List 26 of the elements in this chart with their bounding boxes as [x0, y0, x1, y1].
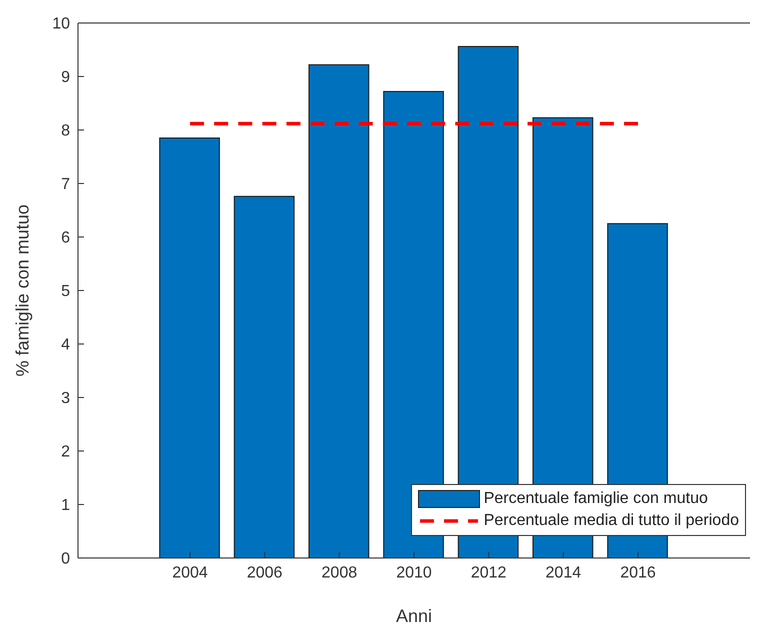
bar	[234, 196, 295, 558]
y-tick-label: 0	[61, 550, 70, 568]
y-tick-label: 5	[61, 283, 70, 300]
x-axis-title: Anni	[396, 606, 432, 626]
y-tick-label: 9	[61, 69, 70, 86]
y-axis-title: % famiglie con mutuo	[12, 204, 32, 377]
y-tick-label: 6	[61, 230, 70, 247]
x-tick-label: 2014	[546, 564, 582, 582]
y-tick-label: 7	[61, 176, 70, 194]
x-tick-label: 2004	[172, 564, 208, 582]
y-tick-label: 8	[61, 122, 70, 140]
x-tick-label: 2010	[396, 564, 432, 582]
bar	[383, 90, 444, 558]
x-tick-label: 2008	[322, 564, 358, 582]
bar	[308, 64, 370, 558]
y-tick-label: 3	[61, 390, 70, 408]
legend-label: Percentuale famiglie con mutuo	[484, 489, 708, 509]
x-tick-label: 2012	[470, 564, 507, 582]
y-tick-label: 1	[61, 497, 70, 514]
x-tick-label: 2006	[246, 564, 283, 582]
y-tick-label: 4	[61, 336, 70, 354]
y-tick-label: 2	[61, 444, 70, 461]
x-tick-label: 2016	[620, 564, 656, 582]
legend-label: Percentuale media di tutto il periodo	[484, 511, 739, 531]
bar	[159, 138, 220, 558]
y-tick-label: 10	[52, 16, 70, 33]
